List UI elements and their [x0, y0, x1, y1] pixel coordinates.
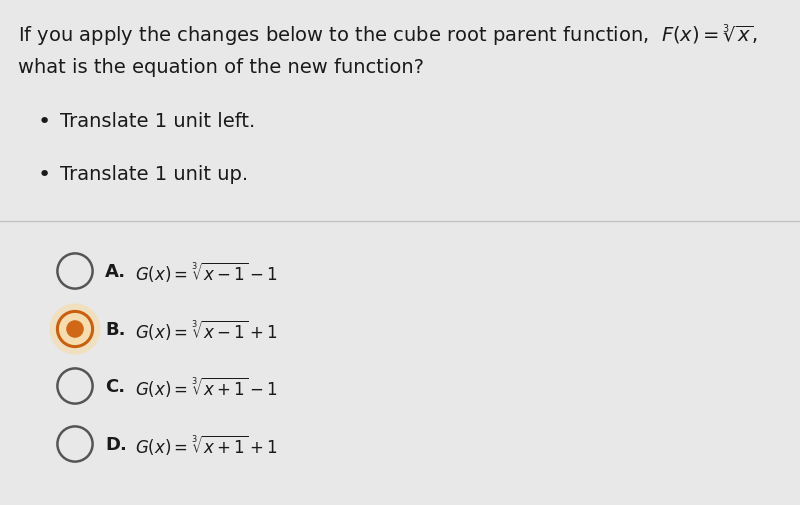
Text: $G(x) = \sqrt[3]{x+1} - 1$: $G(x) = \sqrt[3]{x+1} - 1$ [135, 374, 278, 398]
Text: what is the equation of the new function?: what is the equation of the new function… [18, 58, 424, 77]
Ellipse shape [58, 254, 93, 289]
Text: B.: B. [105, 320, 126, 338]
Ellipse shape [58, 369, 93, 404]
Text: $G(x) = \sqrt[3]{x-1} + 1$: $G(x) = \sqrt[3]{x-1} + 1$ [135, 317, 278, 341]
Text: A.: A. [105, 263, 126, 280]
Text: •: • [38, 165, 51, 185]
Text: $G(x) = \sqrt[3]{x+1} + 1$: $G(x) = \sqrt[3]{x+1} + 1$ [135, 432, 278, 456]
Text: Translate 1 unit up.: Translate 1 unit up. [60, 165, 248, 184]
Text: If you apply the changes below to the cube root parent function,  $F(x) = \sqrt[: If you apply the changes below to the cu… [18, 22, 758, 48]
Ellipse shape [66, 321, 84, 338]
Ellipse shape [50, 304, 101, 355]
Text: D.: D. [105, 435, 127, 453]
Text: C.: C. [105, 377, 125, 395]
Text: •: • [38, 112, 51, 132]
Text: $G(x) = \sqrt[3]{x-1} - 1$: $G(x) = \sqrt[3]{x-1} - 1$ [135, 260, 278, 283]
Ellipse shape [58, 427, 93, 462]
Ellipse shape [58, 312, 93, 347]
Text: Translate 1 unit left.: Translate 1 unit left. [60, 112, 255, 131]
